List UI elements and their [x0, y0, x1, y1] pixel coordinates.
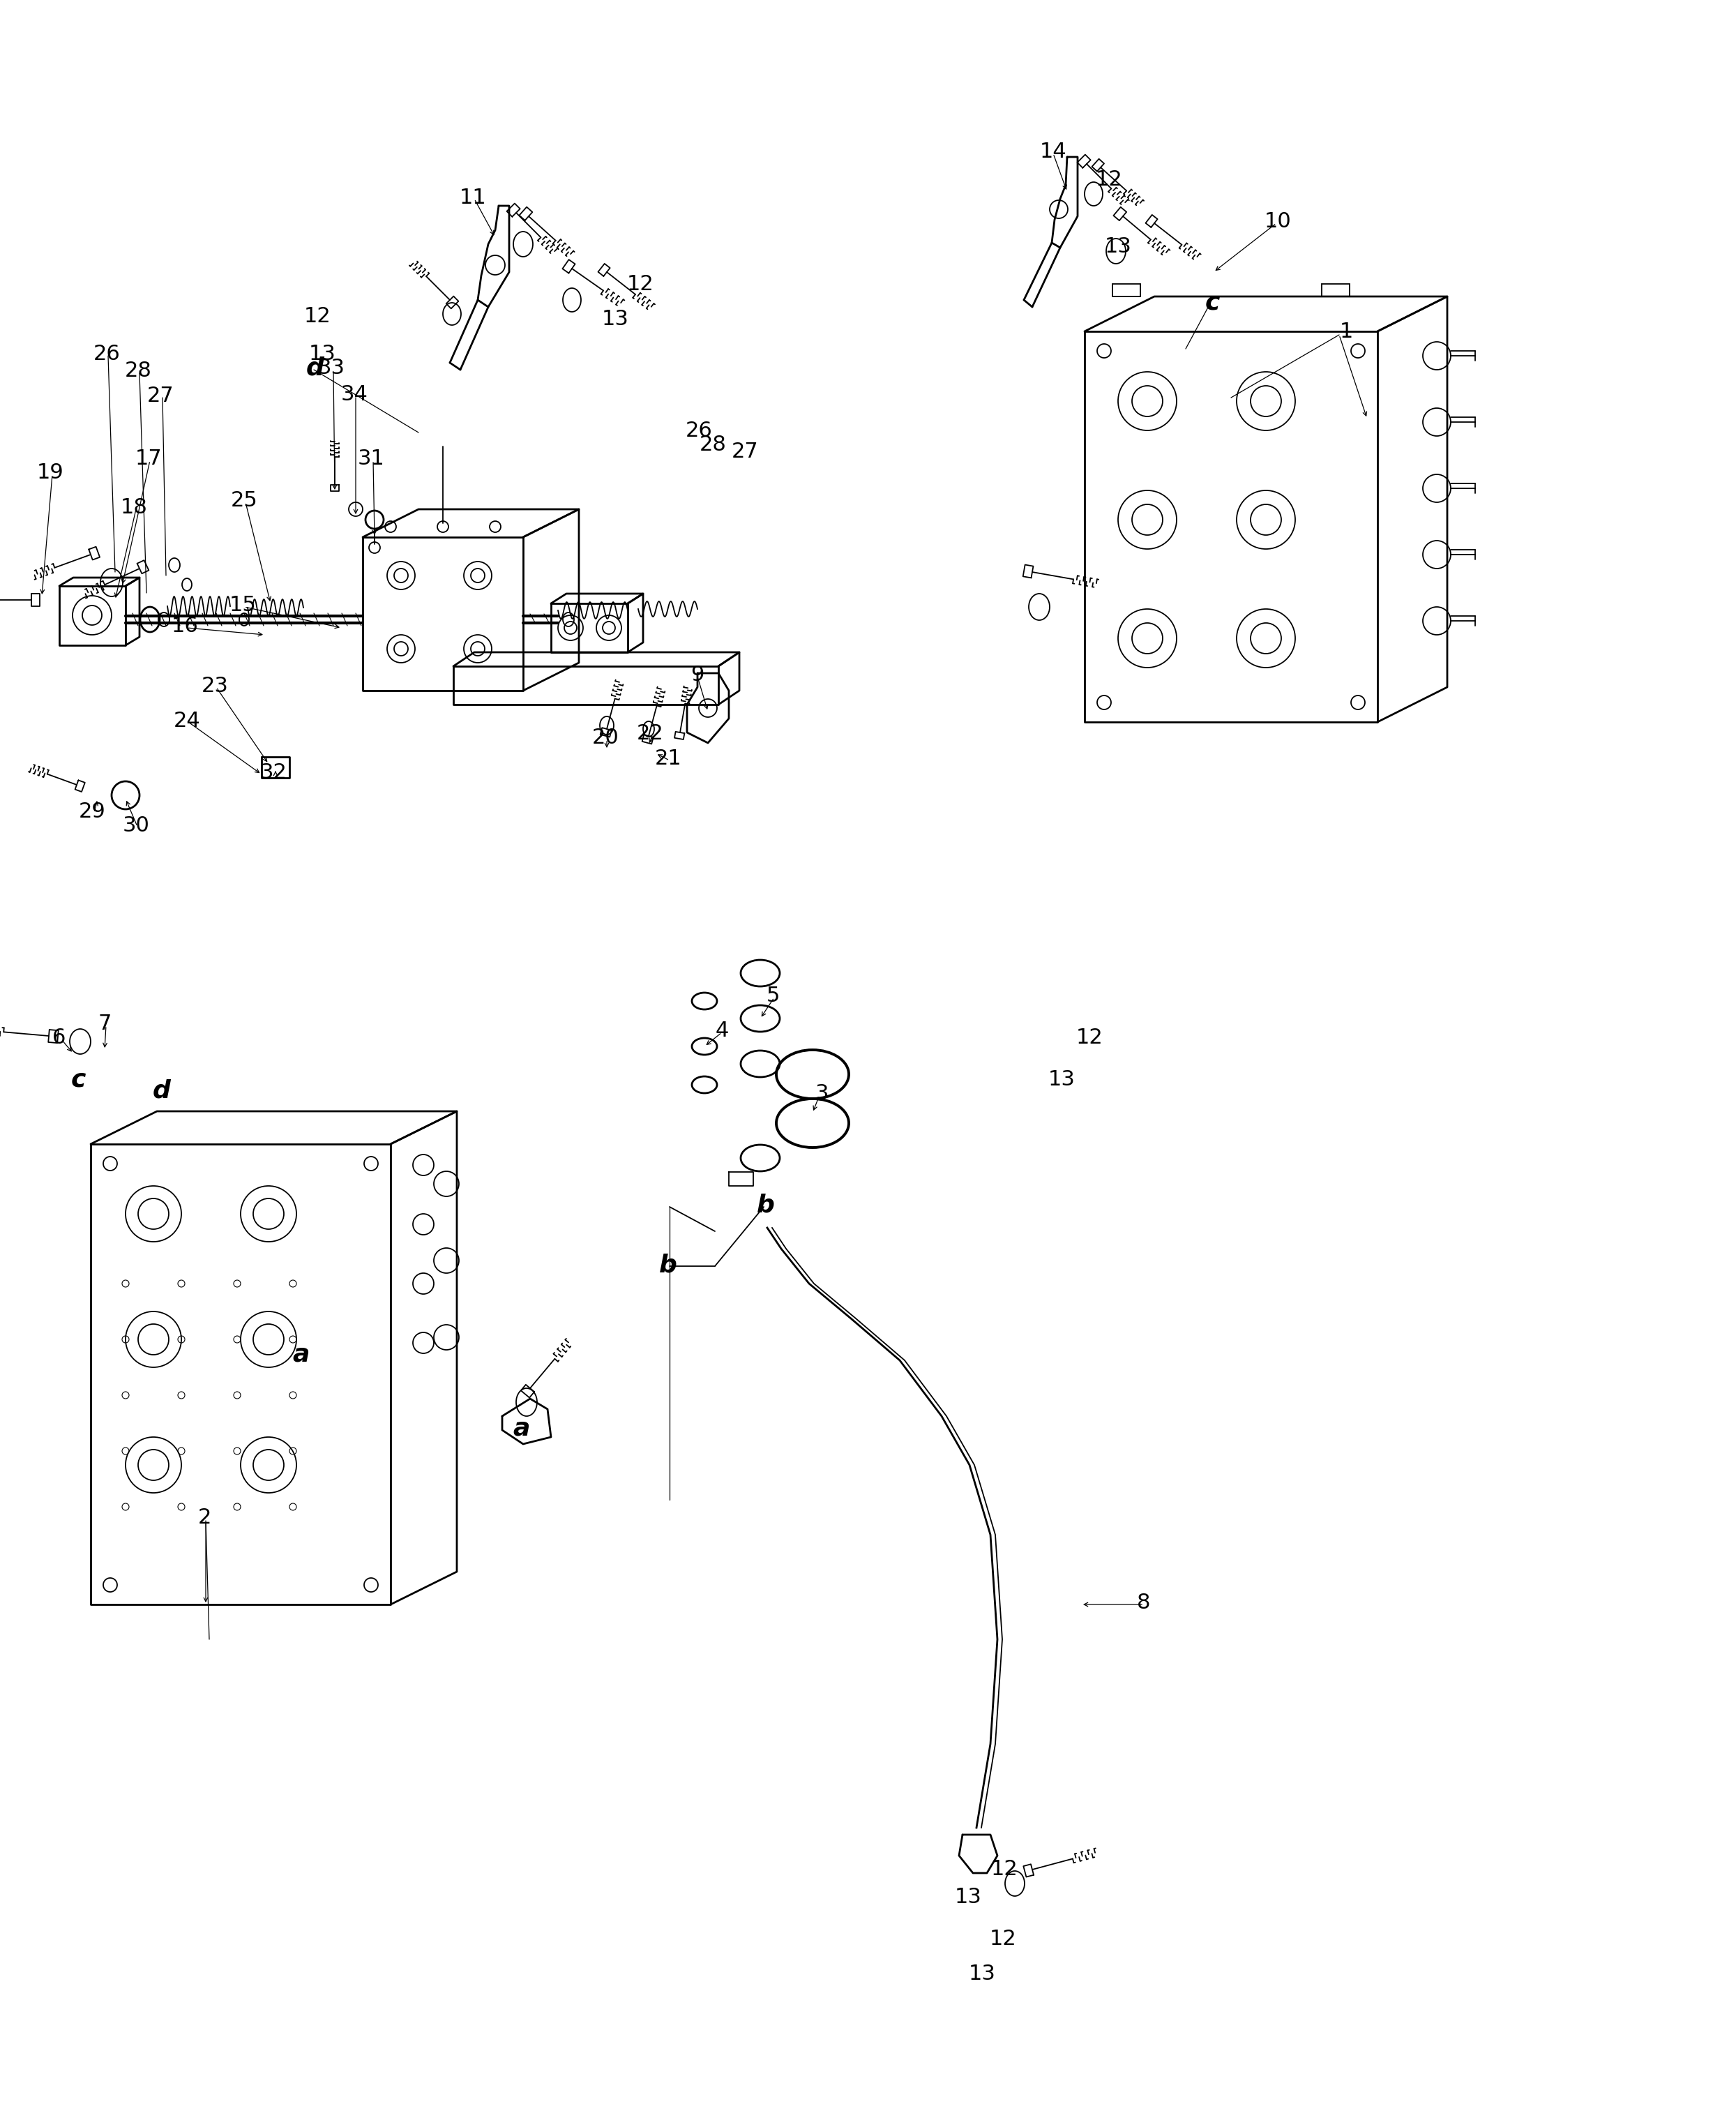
Text: 24: 24 [174, 710, 200, 731]
Text: 30: 30 [123, 816, 149, 835]
Text: 13: 13 [1104, 235, 1132, 257]
Text: 12: 12 [304, 305, 332, 326]
Text: 13: 13 [1049, 1071, 1075, 1090]
Text: 25: 25 [231, 490, 257, 511]
Text: 23: 23 [201, 676, 229, 695]
Text: 20: 20 [592, 727, 620, 748]
Text: 4: 4 [715, 1022, 729, 1041]
Text: b: b [660, 1253, 677, 1276]
Text: 3: 3 [814, 1083, 828, 1105]
Text: 1: 1 [1340, 322, 1352, 341]
Text: 6: 6 [52, 1028, 66, 1047]
Text: 13: 13 [955, 1887, 981, 1908]
Text: d: d [306, 356, 325, 379]
Text: 22: 22 [637, 723, 663, 744]
Text: 26: 26 [686, 422, 712, 441]
Text: 10: 10 [1264, 212, 1292, 231]
Text: 13: 13 [309, 343, 335, 365]
Text: 28: 28 [125, 360, 151, 382]
Text: 13: 13 [969, 1963, 995, 1984]
Text: 12: 12 [1095, 170, 1123, 191]
Text: 2: 2 [198, 1507, 212, 1526]
Text: 15: 15 [229, 596, 257, 615]
Text: 11: 11 [460, 187, 486, 208]
Text: 5: 5 [766, 986, 779, 1007]
Text: 12: 12 [991, 1859, 1017, 1880]
Text: 12: 12 [627, 273, 654, 295]
Text: a: a [514, 1416, 529, 1439]
Text: 34: 34 [340, 384, 368, 405]
Text: 8: 8 [1137, 1592, 1151, 1613]
Bar [1321, 284, 1349, 297]
Text: 27: 27 [148, 386, 174, 407]
Text: 13: 13 [602, 310, 628, 329]
Text: 18: 18 [120, 498, 148, 517]
Text: 14: 14 [1040, 142, 1066, 163]
Text: 33: 33 [318, 358, 345, 379]
Text: 32: 32 [260, 763, 286, 782]
Text: 12: 12 [1076, 1028, 1102, 1047]
Text: d: d [153, 1079, 170, 1102]
Text: 31: 31 [358, 449, 385, 469]
Text: 21: 21 [654, 748, 682, 770]
Text: c: c [1205, 290, 1220, 314]
Text: 29: 29 [78, 801, 106, 820]
Text: b: b [757, 1194, 774, 1217]
Text: 17: 17 [135, 449, 161, 469]
Text: c: c [71, 1068, 85, 1092]
Text: 19: 19 [36, 462, 64, 483]
Text: 9: 9 [691, 666, 705, 685]
Text: 26: 26 [94, 343, 120, 365]
Bar [1113, 284, 1141, 297]
Text: 28: 28 [700, 435, 726, 456]
Text: 27: 27 [731, 441, 759, 462]
Text: a: a [293, 1342, 309, 1367]
Text: 16: 16 [172, 617, 198, 636]
Text: 7: 7 [97, 1013, 111, 1035]
Text: 12: 12 [990, 1929, 1017, 1950]
